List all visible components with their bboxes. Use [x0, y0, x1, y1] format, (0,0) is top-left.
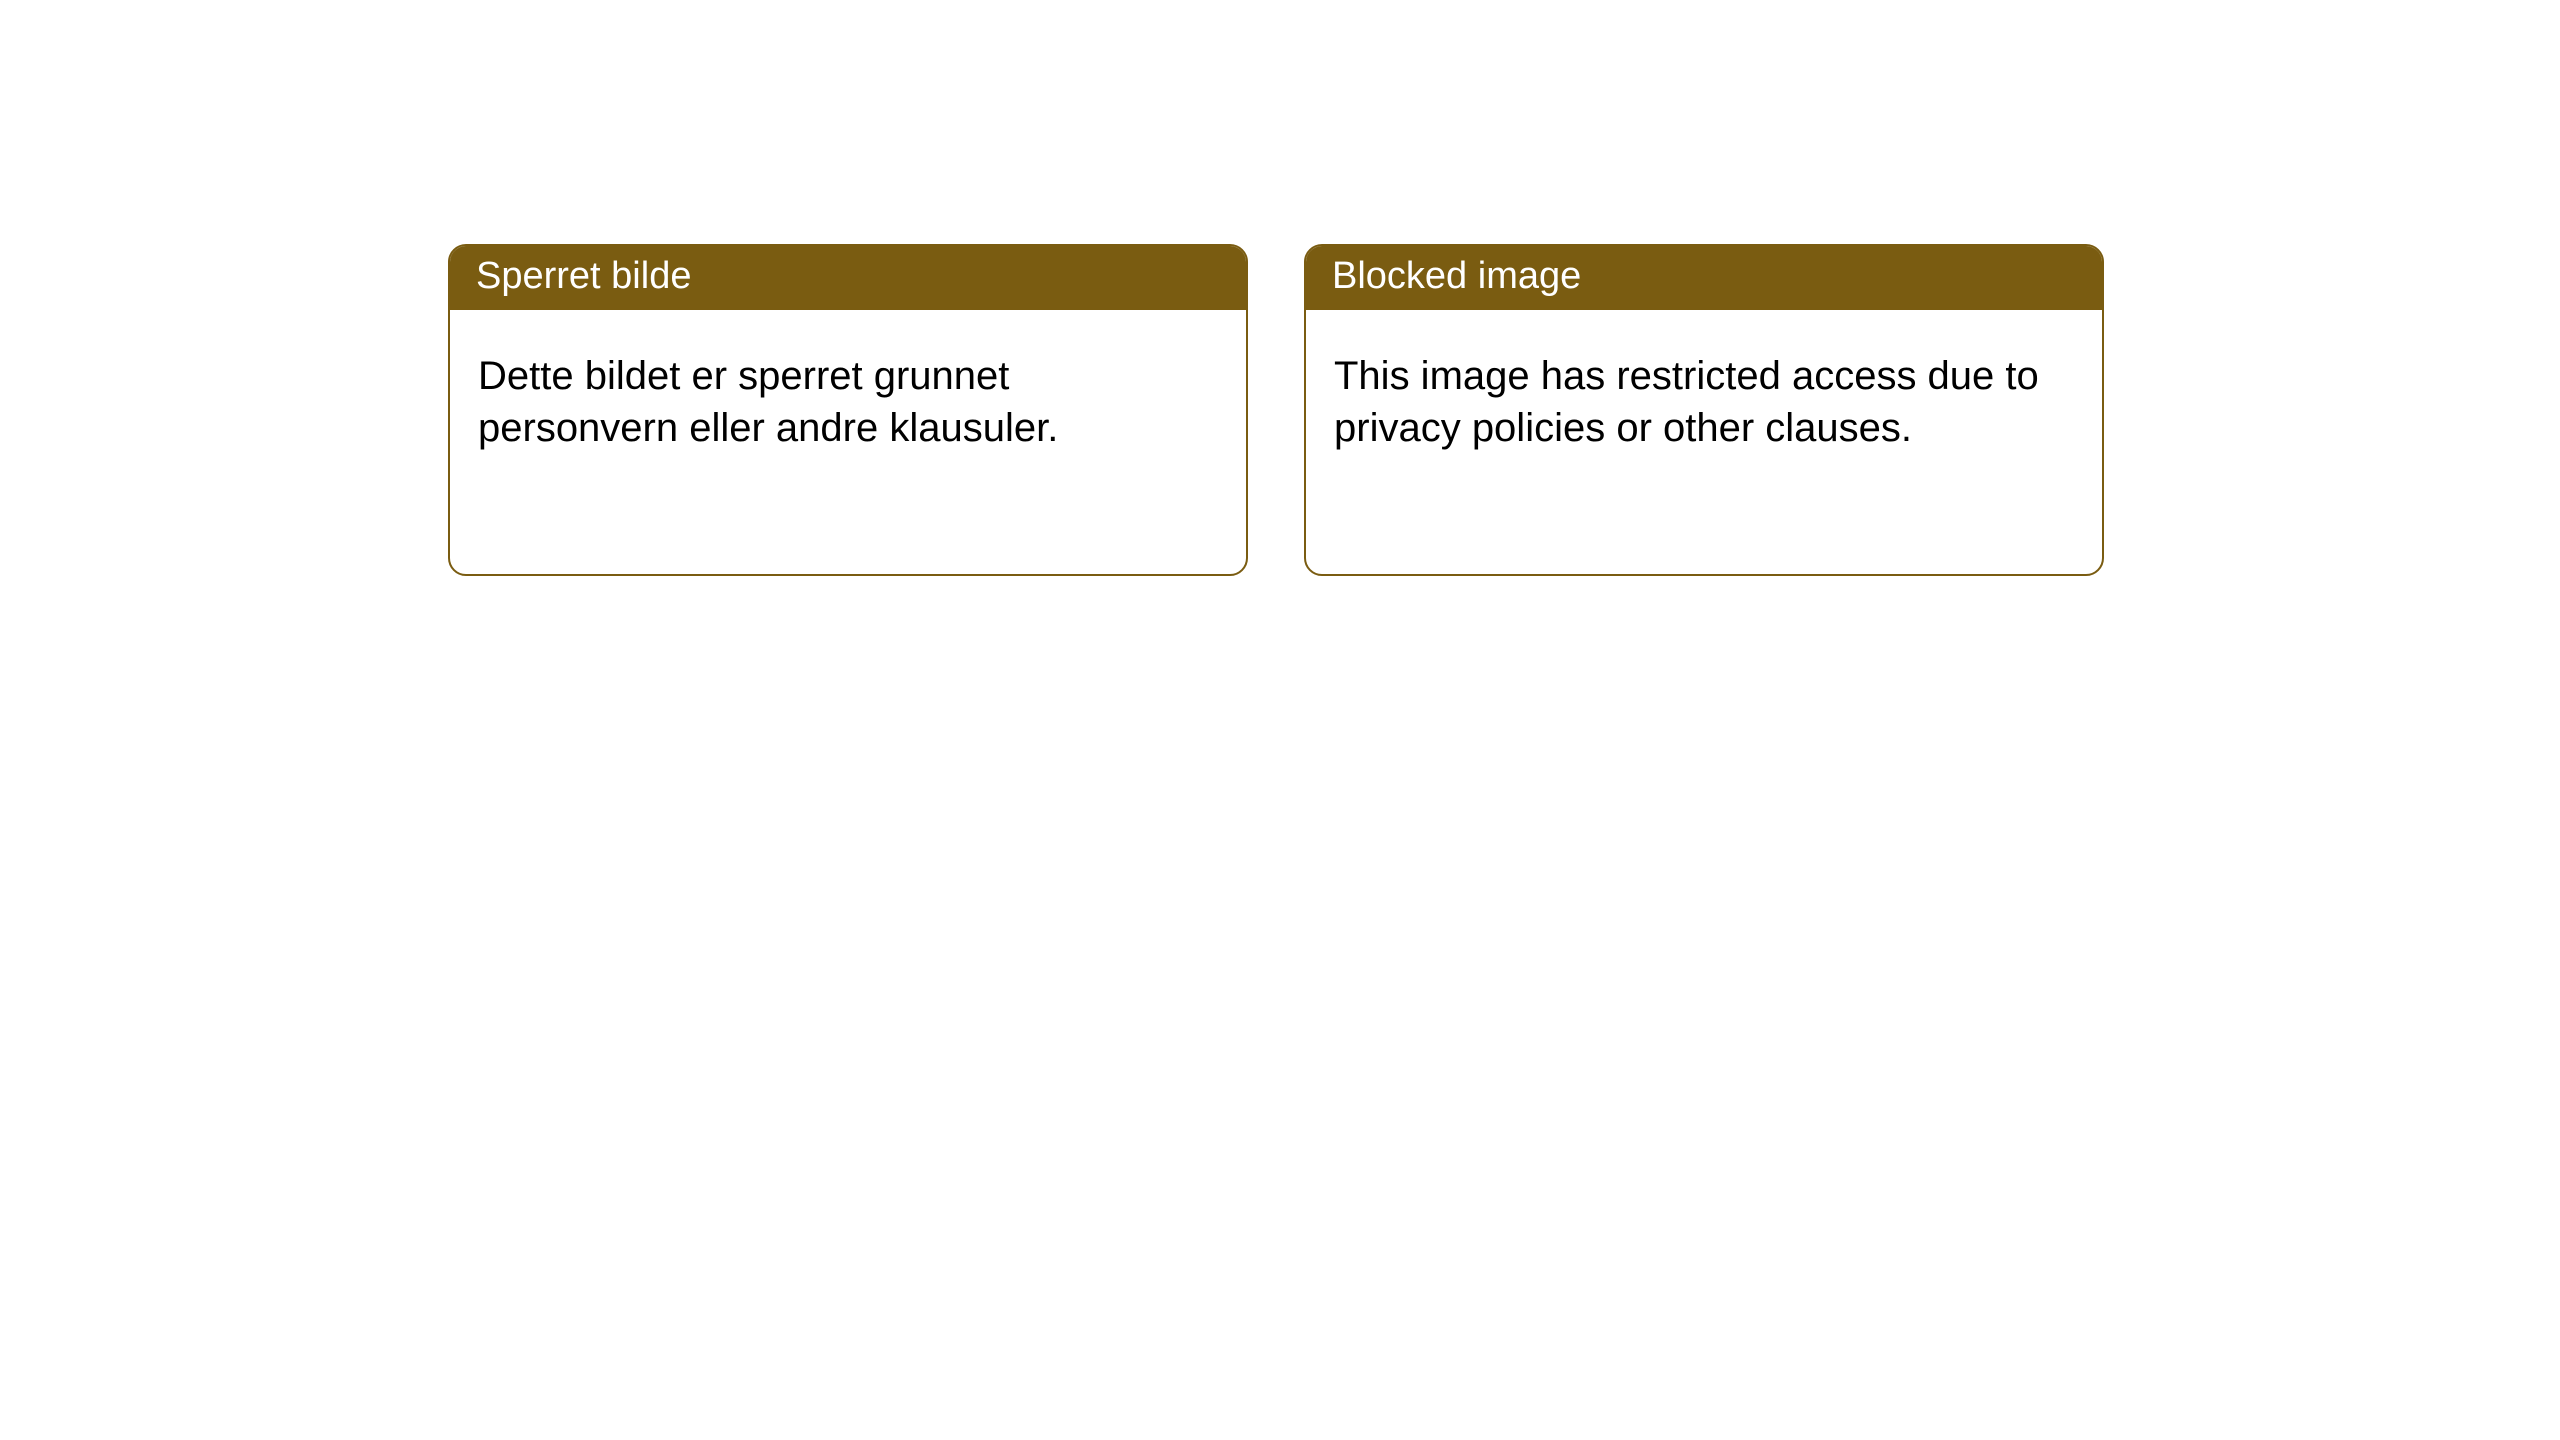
card-header-no: Sperret bilde: [450, 246, 1246, 310]
notice-cards-row: Sperret bilde Dette bildet er sperret gr…: [448, 244, 2104, 576]
card-body-no: Dette bildet er sperret grunnet personve…: [450, 310, 1246, 482]
card-header-en: Blocked image: [1306, 246, 2102, 310]
blocked-image-card-en: Blocked image This image has restricted …: [1304, 244, 2104, 576]
blocked-image-card-no: Sperret bilde Dette bildet er sperret gr…: [448, 244, 1248, 576]
card-body-en: This image has restricted access due to …: [1306, 310, 2102, 482]
